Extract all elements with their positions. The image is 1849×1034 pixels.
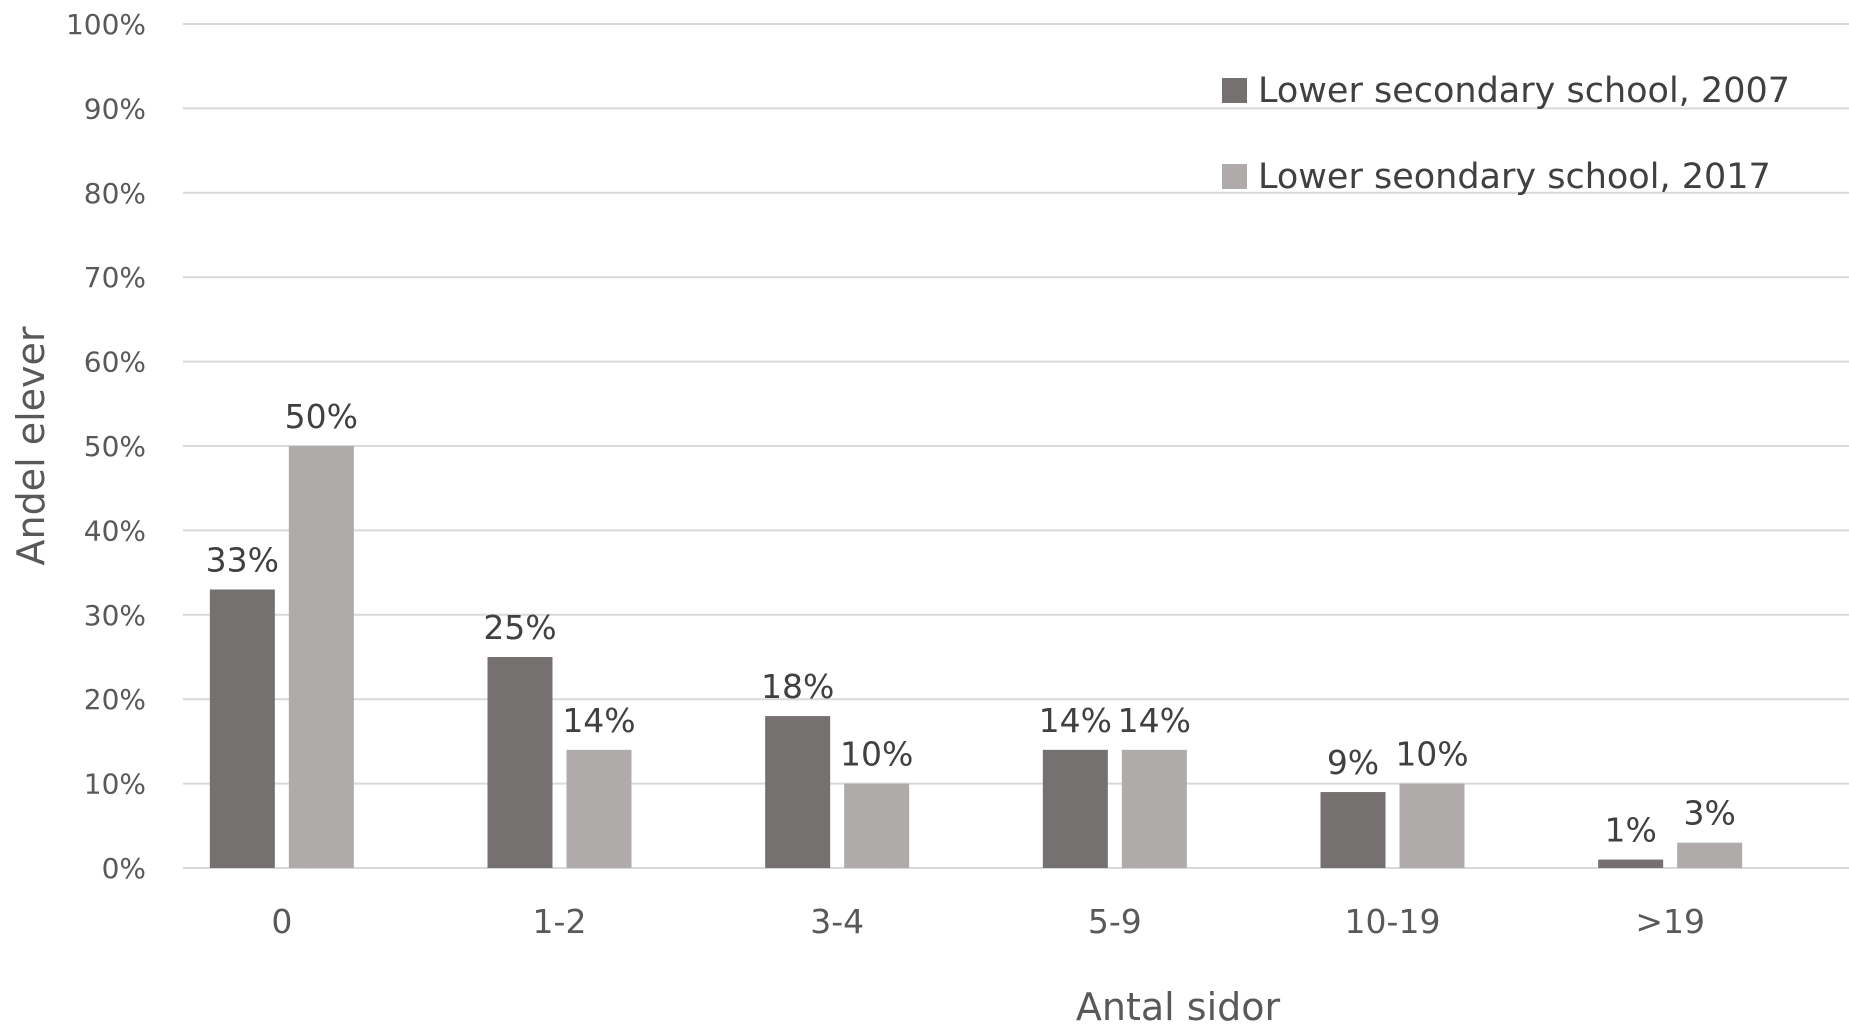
bar-series-1-4	[1320, 792, 1386, 868]
x-tick-label: 5-9	[1088, 902, 1142, 941]
data-label: 33%	[206, 540, 279, 579]
y-tick-label: 10%	[84, 768, 146, 801]
data-labels: 33%50%25%14%18%10%14% 14%9% 10%1% 3%	[206, 397, 1736, 850]
y-tick-label: 100%	[66, 8, 146, 41]
data-label: 1%	[1604, 811, 1656, 850]
legend-swatch	[1222, 164, 1247, 189]
y-tick-label: 70%	[84, 261, 146, 294]
bar-series-1-1	[487, 657, 553, 868]
y-tick-label: 80%	[84, 177, 146, 210]
data-label: 18%	[761, 667, 834, 706]
bar-series-2-5	[1677, 842, 1743, 868]
data-label: 25%	[483, 608, 556, 647]
bar-series-2-1	[566, 749, 632, 868]
bar-series-2-4	[1399, 783, 1465, 868]
bars	[209, 446, 1743, 868]
data-label: 10%	[840, 735, 913, 774]
bar-series-2-0	[288, 446, 354, 868]
x-tick-label: 1-2	[533, 902, 587, 941]
gridlines	[183, 23, 1849, 869]
y-tick-label: 60%	[84, 346, 146, 379]
legend-label: Lower seondary school, 2017	[1258, 157, 1771, 197]
legend: Lower secondary school, 2007 Lower seonda…	[1222, 71, 1790, 197]
y-tick-label: 30%	[84, 599, 146, 632]
x-axis-tick-labels: 0 1-2 3-4 5-9 10-19 >19	[271, 902, 1705, 941]
data-label: 9%	[1327, 743, 1379, 782]
x-axis-title: Antal sidor	[1076, 985, 1281, 1029]
x-tick-label: 10-19	[1345, 902, 1441, 941]
bar-series-2-2	[844, 783, 910, 868]
data-label: 3%	[1683, 794, 1735, 833]
bar-series-1-2	[765, 716, 831, 868]
y-axis-tick-labels: 0% 10% 20% 30% 40% 50% 60% 70% 80% 90% 100%	[66, 8, 146, 885]
data-label: 14%	[1118, 701, 1191, 740]
data-label: 14%	[1039, 701, 1112, 740]
x-tick-label: >19	[1635, 902, 1705, 941]
y-tick-label: 90%	[84, 92, 146, 125]
y-tick-label: 40%	[84, 514, 146, 547]
x-tick-label: 0	[271, 902, 292, 941]
data-label: 14%	[562, 701, 635, 740]
bar-series-1-5	[1598, 859, 1664, 868]
data-label: 10%	[1395, 735, 1468, 774]
bar-series-1-0	[209, 589, 275, 868]
bar-series-1-3	[1042, 749, 1108, 868]
y-axis-title: Andel elever	[9, 326, 53, 565]
y-tick-label: 50%	[84, 430, 146, 463]
y-tick-label: 20%	[84, 683, 146, 716]
legend-swatch	[1222, 78, 1247, 103]
legend-label: Lower secondary school, 2007	[1258, 71, 1790, 111]
data-label: 50%	[285, 397, 358, 436]
x-tick-label: 3-4	[810, 902, 864, 941]
y-tick-label: 0%	[102, 852, 146, 885]
bar-series-2-3	[1121, 749, 1187, 868]
